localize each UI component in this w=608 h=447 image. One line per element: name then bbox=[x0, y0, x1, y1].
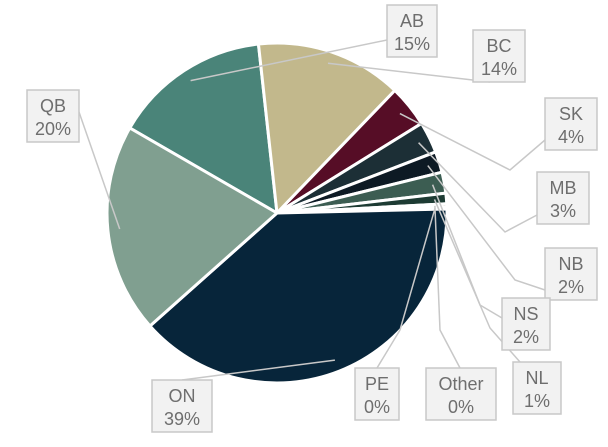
slice-value-label-pe: 0% bbox=[364, 397, 390, 417]
slice-label-bc: BC bbox=[486, 36, 511, 56]
callout-box-qb bbox=[26, 89, 80, 143]
callout-box-nl bbox=[512, 361, 562, 415]
slice-value-label-nb: 2% bbox=[558, 277, 584, 297]
slice-label-ns: NS bbox=[513, 304, 538, 324]
slice-value-label-sk: 4% bbox=[558, 127, 584, 147]
slices-layer bbox=[105, 41, 449, 385]
callout-on: ON 39% bbox=[151, 379, 213, 433]
slice-label-nb: NB bbox=[558, 254, 583, 274]
slice-label-pe: PE bbox=[365, 374, 389, 394]
callout-box-ns bbox=[501, 297, 551, 351]
leader-line-mb bbox=[418, 142, 538, 233]
slice-label-other: Other bbox=[438, 374, 483, 394]
leader-line-pe bbox=[376, 208, 436, 369]
slice-value-label-ns: 2% bbox=[513, 327, 539, 347]
leader-line-qb bbox=[78, 111, 121, 230]
slice-label-mb: MB bbox=[550, 178, 577, 198]
callout-ab: AB 15% bbox=[386, 4, 438, 58]
callouts-layer: AB 15% BC 14% SK 4% MB 3% NB 2% NS 2% NL 1% Other 0% PE 0… bbox=[26, 4, 598, 433]
slice-value-label-on: 39% bbox=[164, 409, 200, 429]
pie-slice-ab bbox=[128, 42, 279, 215]
callout-box-sk bbox=[544, 97, 598, 151]
leader-line-sk bbox=[399, 112, 546, 171]
callout-box-nb bbox=[544, 247, 598, 301]
callout-box-other bbox=[425, 367, 497, 421]
callout-qb: QB 20% bbox=[26, 89, 80, 143]
leader-line-ab bbox=[190, 39, 388, 82]
callout-bc: BC 14% bbox=[472, 29, 526, 83]
slice-value-label-other: 0% bbox=[448, 397, 474, 417]
slice-value-label-bc: 14% bbox=[481, 59, 517, 79]
callout-box-ab bbox=[386, 4, 438, 58]
callout-nl: NL 1% bbox=[512, 361, 562, 415]
callout-box-bc bbox=[472, 29, 526, 83]
callout-ns: NS 2% bbox=[501, 297, 551, 351]
slice-label-on: ON bbox=[169, 386, 196, 406]
pie-slice-on bbox=[148, 207, 449, 385]
slice-label-qb: QB bbox=[40, 96, 66, 116]
callout-sk: SK 4% bbox=[544, 97, 598, 151]
callout-nb: NB 2% bbox=[544, 247, 598, 301]
callout-other: Other 0% bbox=[425, 367, 497, 421]
slice-value-label-nl: 1% bbox=[524, 391, 550, 411]
callout-box-mb bbox=[536, 171, 590, 225]
leader-line-nb bbox=[427, 165, 546, 291]
leader-line-on bbox=[181, 359, 335, 381]
callout-mb: MB 3% bbox=[536, 171, 590, 225]
leader-line-other bbox=[434, 205, 461, 369]
slice-value-label-ab: 15% bbox=[394, 34, 430, 54]
leader-lines-layer bbox=[78, 39, 546, 381]
slice-label-ab: AB bbox=[400, 11, 424, 31]
callout-box-pe bbox=[354, 367, 400, 421]
slice-value-label-qb: 20% bbox=[35, 119, 71, 139]
slice-label-nl: NL bbox=[525, 368, 548, 388]
leader-line-bc bbox=[327, 62, 491, 83]
pie-slice-qb bbox=[105, 126, 279, 328]
slice-label-sk: SK bbox=[559, 104, 583, 124]
callout-box-on bbox=[151, 379, 213, 433]
slice-value-label-mb: 3% bbox=[550, 201, 576, 221]
callout-pe: PE 0% bbox=[354, 367, 400, 421]
